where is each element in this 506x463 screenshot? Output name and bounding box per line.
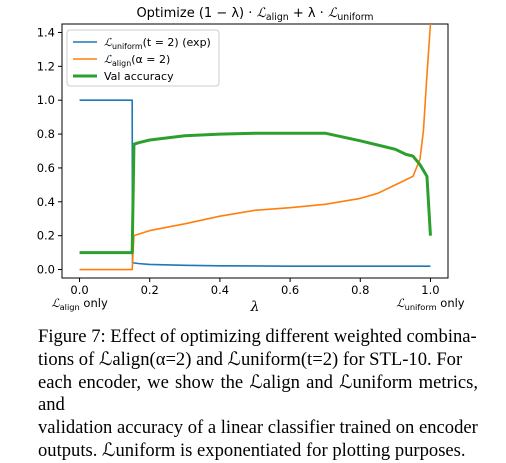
legend-label: ℒalign​(α = 2) xyxy=(104,53,170,68)
series-lines xyxy=(79,24,432,271)
legend-label: Val accuracy xyxy=(104,70,174,83)
caption-line-4: validation accuracy of a linear classifi… xyxy=(38,417,478,439)
caption-line-1: Figure 7: Effect of optimizing different… xyxy=(38,326,477,347)
y-tick-label: 0.0 xyxy=(37,263,55,277)
caption-line-2: tions of ℒalign(α=2) and ℒuniform(t=2) f… xyxy=(38,348,463,370)
x-tick-label: 0.2 xyxy=(141,283,159,297)
x-tick-label: 0.6 xyxy=(281,283,299,297)
y-tick-label: 0.6 xyxy=(37,161,55,175)
y-tick-label: 1.2 xyxy=(37,59,55,73)
right-extreme-label: ℒuniform​ only xyxy=(396,296,465,312)
caption-line-5: outputs. ℒuniform is exponentiated for p… xyxy=(38,439,466,461)
chart-title: Optimize (1 − λ) · ℒalign​ + λ · ℒunifor… xyxy=(136,6,373,23)
x-tick-label: 0.4 xyxy=(211,283,229,297)
legend-label: ℒuniform​(t = 2) (exp) xyxy=(104,36,211,51)
left-extreme-label: ℒalign​ only xyxy=(51,296,108,312)
legend-box xyxy=(66,29,220,87)
x-tick-label: 1.0 xyxy=(421,283,439,297)
y-tick-label: 1.4 xyxy=(37,25,55,39)
series-line-3 xyxy=(79,131,432,255)
x-tick-label: 0.0 xyxy=(70,283,88,297)
x-tick-label: 0.8 xyxy=(351,283,369,297)
x-axis-label-text: λ xyxy=(250,299,260,315)
y-tick-label: 0.2 xyxy=(37,229,55,243)
series-line-2 xyxy=(79,24,432,271)
axis-ticks: 0.0 0.2 0.4 0.6 0.8 1.0 0.0 0.2 0.4 0.6 0.8 1.0 1.2 1… xyxy=(37,25,440,297)
y-tick-label: 0.8 xyxy=(37,127,55,141)
figure-caption: Figure 7: Effect of optimizing different… xyxy=(38,326,478,463)
y-tick-label: 1.0 xyxy=(37,93,55,107)
figure: Optimize (1 − λ) · ℒalign​ + λ · ℒunifor… xyxy=(37,6,478,461)
caption-line-3: each encoder, we show the ℒalign and ℒun… xyxy=(38,371,478,416)
legend: ℒuniform​(t = 2) (exp) ℒalign​(α = 2) Val … xyxy=(66,29,220,87)
y-tick-label: 0.4 xyxy=(37,195,55,209)
chart: Optimize (1 − λ) · ℒalign​ + λ · ℒunifor… xyxy=(37,6,465,315)
x-axis-label: λ xyxy=(250,299,260,315)
x-extra-labels: ℒalign​ only ℒuniform​ only xyxy=(51,296,464,312)
title-text: Optimize (1 − λ) · ℒalign​ + λ · ℒunifor… xyxy=(136,6,373,23)
plot-frame xyxy=(61,23,449,279)
